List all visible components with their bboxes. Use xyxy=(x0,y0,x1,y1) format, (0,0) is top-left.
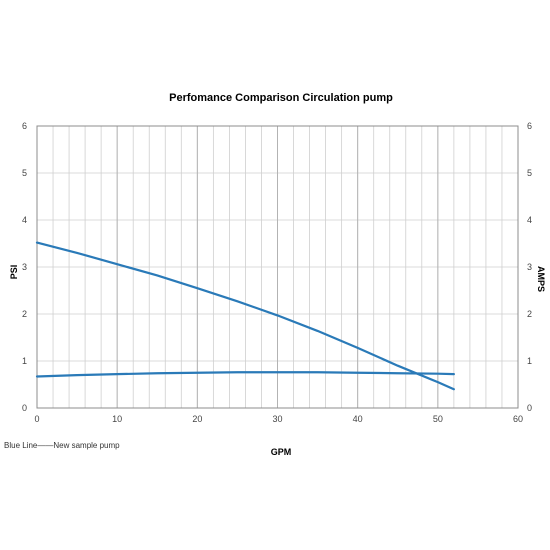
y-tick-label-right: 6 xyxy=(527,121,532,131)
y-tick-label-right: 4 xyxy=(527,215,532,225)
y-tick-label-left: 1 xyxy=(22,356,27,366)
plot-frame xyxy=(36,125,519,409)
psi-curve-line xyxy=(35,241,455,391)
y-axis-label-left: PSI xyxy=(9,265,19,280)
y-tick-label-right: 1 xyxy=(527,356,532,366)
y-tick-label-right: 5 xyxy=(527,168,532,178)
x-tick-label: 0 xyxy=(34,414,39,424)
x-tick-label: 40 xyxy=(353,414,363,424)
y-tick-label-left: 5 xyxy=(22,168,27,178)
y-tick-label-left: 4 xyxy=(22,215,27,225)
x-tick-label: 50 xyxy=(433,414,443,424)
x-tick-label: 60 xyxy=(513,414,523,424)
x-tick-label: 20 xyxy=(192,414,202,424)
x-tick-label: 30 xyxy=(272,414,282,424)
y-tick-label-right: 3 xyxy=(527,262,532,272)
chart-grid xyxy=(36,125,519,409)
y-tick-label-left: 0 xyxy=(22,403,27,413)
y-axis-label-right: AMPS xyxy=(536,266,546,292)
chart-title: Perfomance Comparison Circulation pump xyxy=(169,92,393,104)
y-tick-label-right: 0 xyxy=(527,403,532,413)
x-tick-label: 10 xyxy=(112,414,122,424)
chart-series xyxy=(35,241,455,391)
amps-curve-line xyxy=(35,371,455,378)
y-tick-label-left: 6 xyxy=(22,121,27,131)
y-tick-label-left: 3 xyxy=(22,262,27,272)
y-tick-label-right: 2 xyxy=(527,309,532,319)
y-tick-label-left: 2 xyxy=(22,309,27,319)
legend-note: Blue Line——New sample pump xyxy=(4,441,120,450)
x-axis-label: GPM xyxy=(271,447,292,457)
